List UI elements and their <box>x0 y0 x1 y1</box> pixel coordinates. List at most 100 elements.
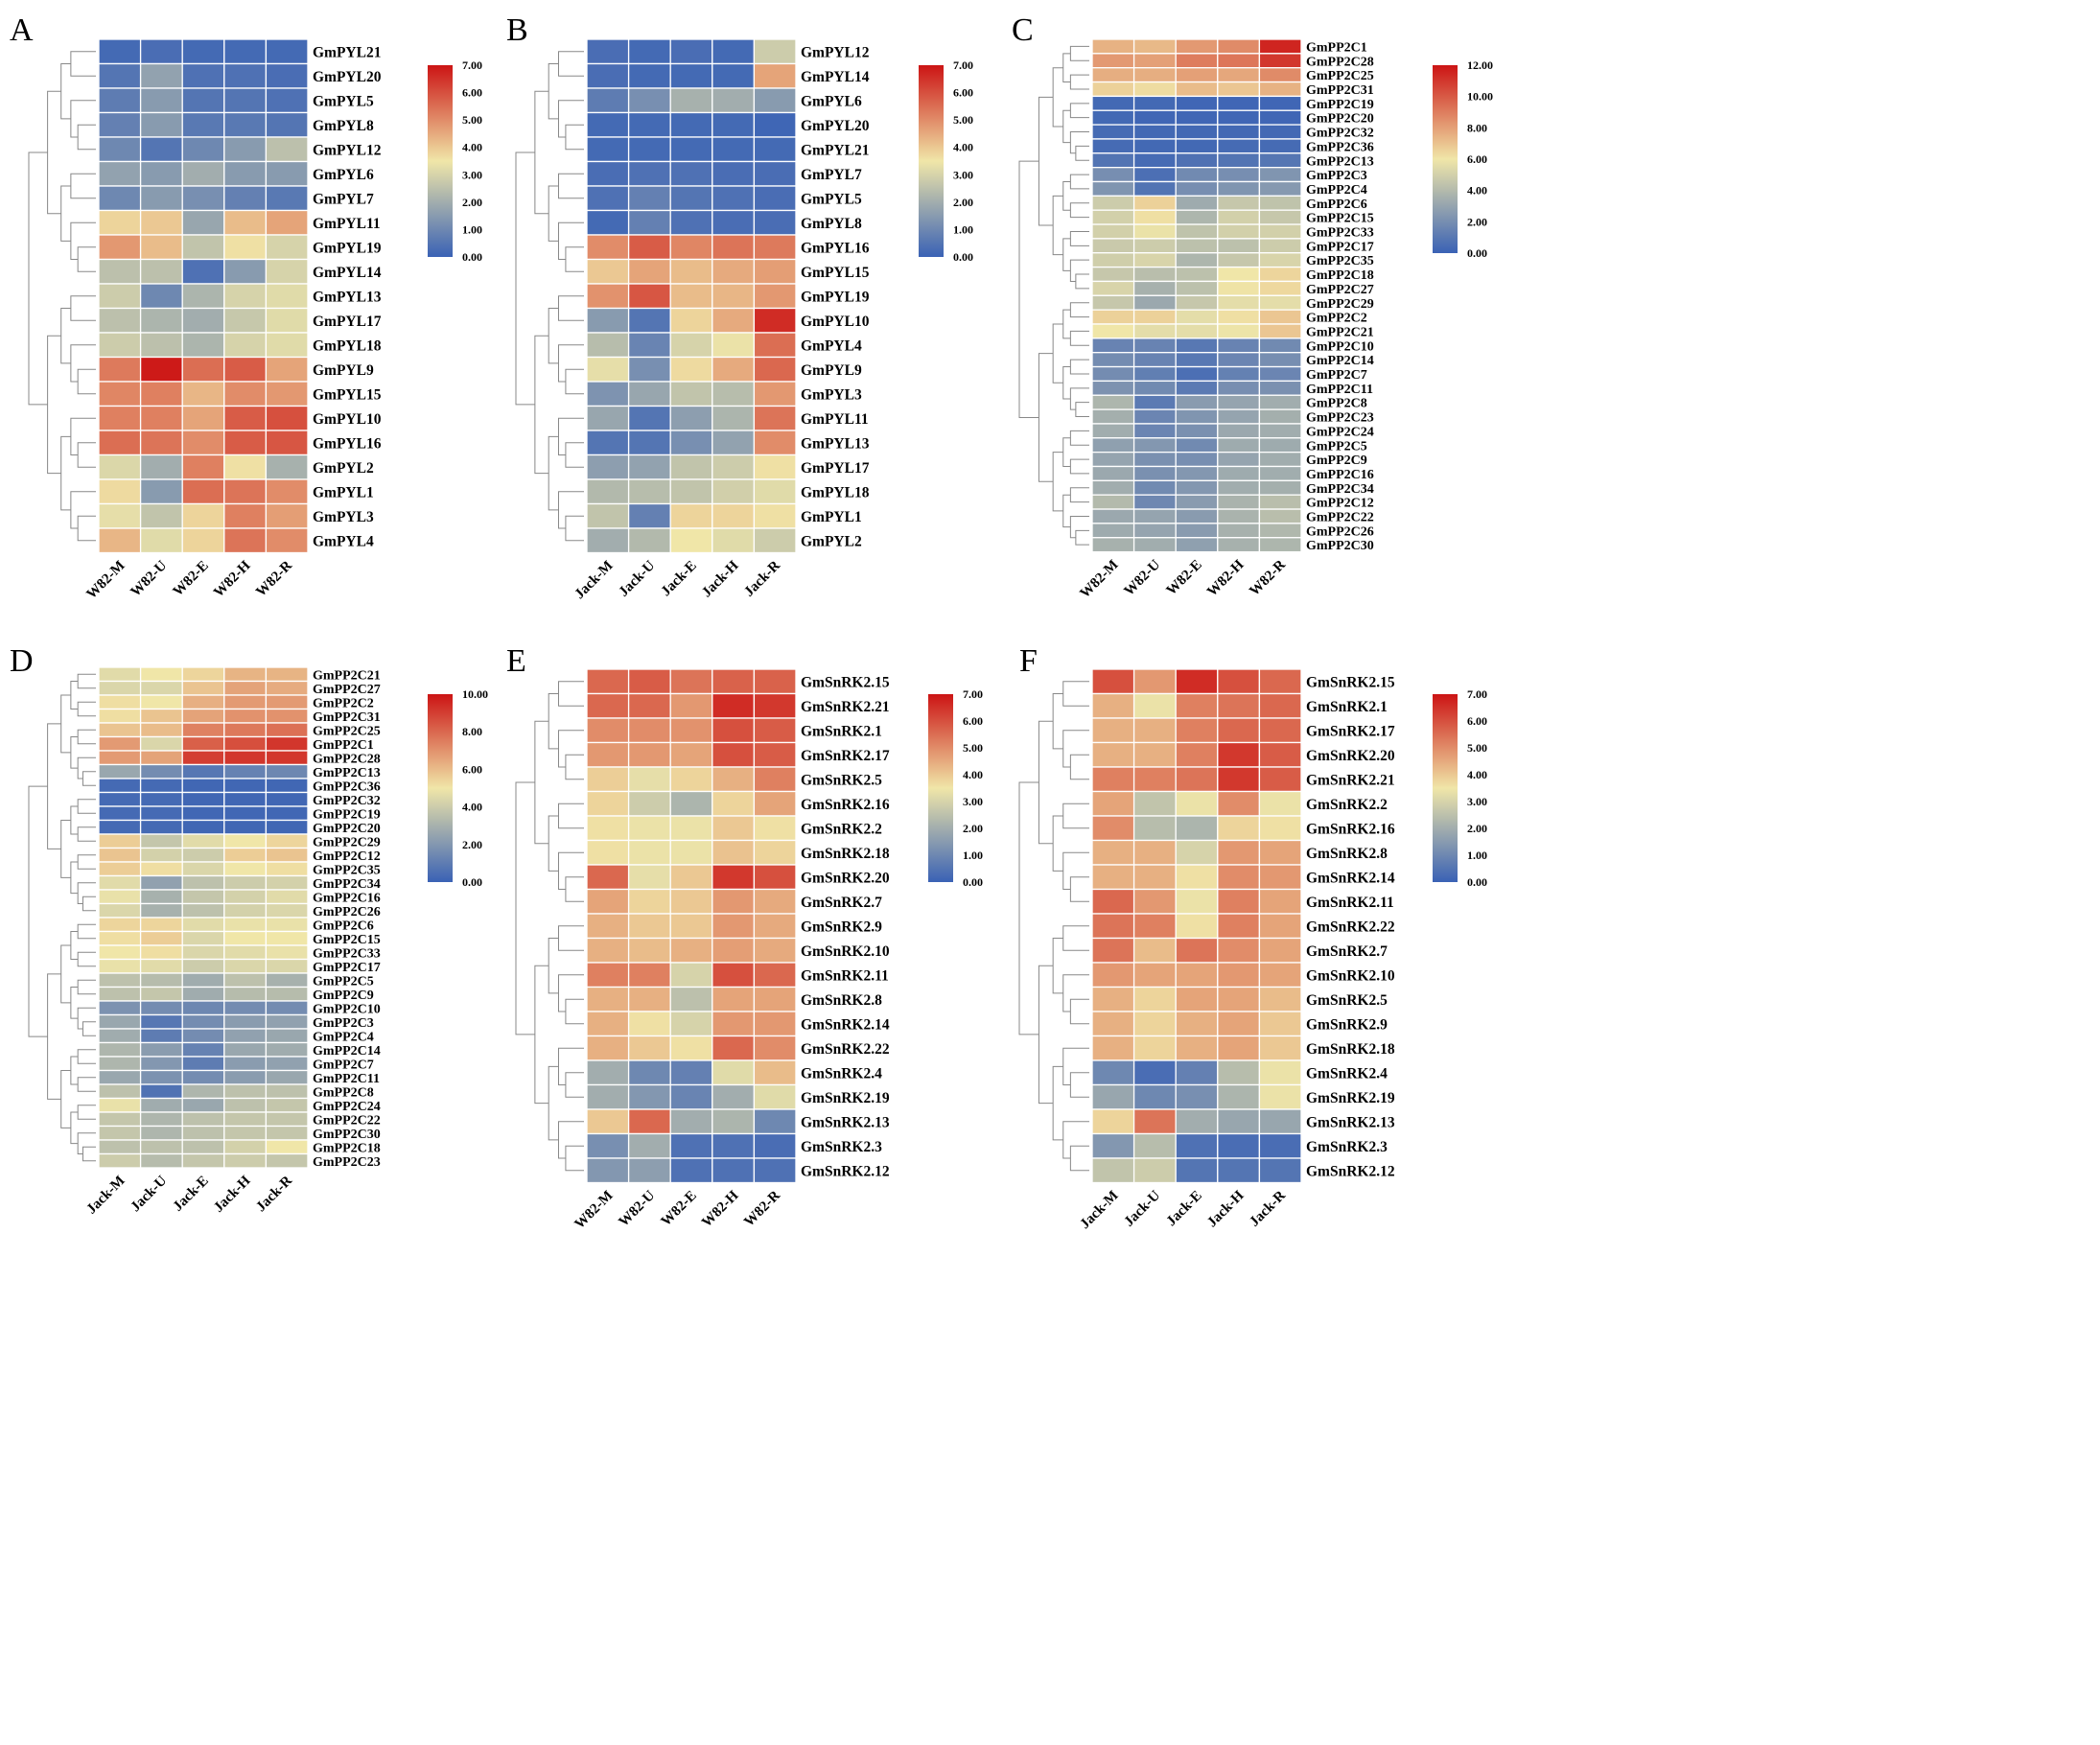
heatmap-cell <box>181 1111 225 1128</box>
heatmap-cell <box>1217 1108 1261 1135</box>
dendrogram-branch <box>548 938 559 994</box>
column-label: Jack-U <box>617 558 659 600</box>
heatmap-cell <box>223 1013 268 1030</box>
heatmap-cell <box>139 332 183 359</box>
row-label: GmPP2C30 <box>1306 539 1374 553</box>
heatmap-cell <box>712 888 756 915</box>
heatmap-cell <box>139 708 183 724</box>
dendrogram-branch <box>548 185 559 242</box>
heatmap-cell <box>627 913 671 940</box>
heatmap-cell <box>1258 81 1302 98</box>
column-label: W82-U <box>1122 557 1164 599</box>
dendrogram-branch <box>1069 1072 1089 1098</box>
dendrogram-branch <box>557 51 584 77</box>
heatmap-cell <box>98 874 142 891</box>
row-label: GmPP2C17 <box>313 961 381 975</box>
heatmap-cell <box>223 1041 268 1058</box>
heatmap-cell <box>1258 668 1302 695</box>
column-label: W82-M <box>84 558 128 602</box>
row-label: GmPYL21 <box>801 142 869 158</box>
heatmap-cell <box>265 874 309 891</box>
heatmap-cell <box>1217 180 1261 198</box>
heatmap-cell <box>181 1056 225 1072</box>
legend-tick-label: 5.00 <box>1467 741 1487 755</box>
heatmap-cell <box>1217 986 1261 1012</box>
heatmap-cell <box>1175 465 1219 482</box>
heatmap-cell <box>1091 53 1135 69</box>
heatmap-cell <box>1091 238 1135 254</box>
heatmap-cell <box>1217 67 1261 83</box>
heatmap-cell <box>1132 408 1177 425</box>
heatmap-cell <box>753 741 797 768</box>
row-label: GmPP2C2 <box>1306 312 1367 326</box>
heatmap-cell <box>1175 937 1219 964</box>
heatmap-cell <box>181 209 225 236</box>
heatmap-cell <box>139 1152 183 1169</box>
heatmap-cell <box>586 839 630 866</box>
heatmap-cell <box>586 668 630 695</box>
row-label: GmPP2C29 <box>1306 297 1374 312</box>
row-label: GmPYL20 <box>313 69 382 85</box>
heatmap-cell <box>1132 937 1177 964</box>
heatmap-cell <box>1175 437 1219 454</box>
heatmap-cell <box>1217 124 1261 140</box>
dendrogram-branch <box>70 987 79 1019</box>
heatmap-cell <box>265 847 309 863</box>
heatmap-cell <box>753 111 797 138</box>
row-label: GmPP2C27 <box>1306 283 1374 297</box>
heatmap-cell <box>753 160 797 187</box>
heatmap-cell <box>1091 380 1135 396</box>
heatmap-cell <box>1258 986 1302 1012</box>
heatmap-cell <box>1175 692 1219 719</box>
dendrogram-branch <box>557 344 584 383</box>
heatmap-cell <box>98 283 142 310</box>
heatmap-cell <box>1258 1035 1302 1061</box>
heatmap-cell <box>139 819 183 835</box>
heatmap-cell <box>669 766 713 793</box>
row-label: GmPP2C14 <box>313 1044 381 1059</box>
heatmap-cell <box>586 1157 630 1184</box>
heatmap-cell <box>753 815 797 842</box>
row-label: GmPP2C27 <box>313 683 381 697</box>
row-label: GmPYL14 <box>801 69 870 85</box>
heatmap-cell <box>98 62 142 89</box>
dendrogram-branch <box>60 63 71 120</box>
heatmap-cell <box>1091 365 1135 383</box>
heatmap-cell <box>586 283 630 310</box>
heatmap-cell <box>98 1111 142 1128</box>
heatmap-cell <box>712 839 756 866</box>
row-label: GmPP2C6 <box>1306 198 1367 212</box>
heatmap-cell <box>627 741 671 768</box>
legend-tick-label: 2.00 <box>953 196 973 209</box>
heatmap-cell <box>627 430 671 456</box>
legend-tick-label: 4.00 <box>462 141 482 154</box>
dendrogram-branch <box>70 736 79 769</box>
legend-tick-label: 1.00 <box>1467 849 1487 862</box>
heatmap-cell <box>712 87 756 114</box>
column-label: W82-E <box>1164 557 1205 598</box>
heatmap-cell <box>1258 839 1302 866</box>
heatmap-cell <box>1091 1059 1135 1086</box>
legend-tick-label: 4.00 <box>963 768 983 781</box>
dendrogram-branch <box>77 1077 96 1092</box>
heatmap-cell <box>223 307 268 334</box>
heatmap-cell <box>139 527 183 554</box>
row-label: GmPP2C30 <box>313 1128 381 1142</box>
heatmap-cell <box>1175 394 1219 410</box>
heatmap-cell <box>627 1083 671 1110</box>
dendrogram-branch <box>1038 96 1054 226</box>
row-label: GmSnRK2.22 <box>801 1041 890 1058</box>
dendrogram-branch <box>1052 1065 1063 1141</box>
heatmap-cell <box>265 763 309 779</box>
dendrogram-branch <box>77 729 96 745</box>
heatmap-cell <box>712 332 756 359</box>
dendrogram-branch <box>1075 273 1089 290</box>
heatmap-cell <box>586 692 630 719</box>
heatmap-cell <box>1175 337 1219 354</box>
row-label: GmSnRK2.20 <box>1306 748 1395 764</box>
heatmap-cell <box>1217 692 1261 719</box>
heatmap-cell <box>181 680 225 696</box>
heatmap-cell <box>265 87 309 114</box>
heatmap-cell <box>1217 937 1261 964</box>
heatmap-cell <box>1175 323 1219 339</box>
